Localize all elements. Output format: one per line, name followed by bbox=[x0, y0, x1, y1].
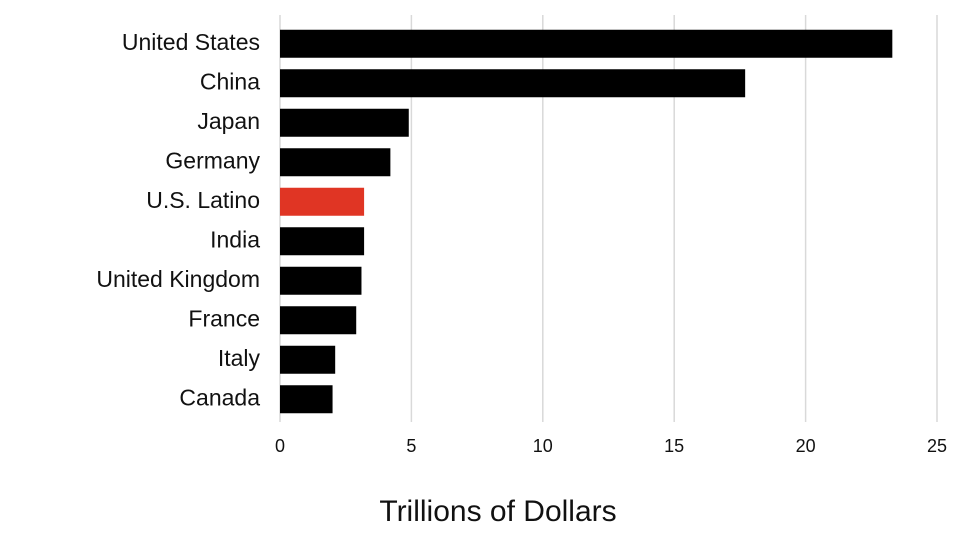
x-tick-label: 25 bbox=[927, 436, 947, 456]
x-tick-label: 20 bbox=[796, 436, 816, 456]
y-tick-label: India bbox=[210, 226, 260, 252]
x-tick-label: 0 bbox=[275, 436, 285, 456]
bar bbox=[280, 227, 365, 256]
y-tick-label: United Kingdom bbox=[96, 266, 260, 292]
bar bbox=[280, 345, 336, 374]
y-tick-label: Italy bbox=[218, 345, 261, 371]
bar bbox=[280, 148, 391, 177]
bar bbox=[280, 69, 746, 98]
y-tick-label: France bbox=[188, 305, 260, 331]
x-axis-title: Trillions of Dollars bbox=[379, 495, 616, 528]
bar bbox=[280, 29, 893, 58]
bar bbox=[280, 266, 362, 295]
y-tick-label: China bbox=[200, 68, 260, 94]
bar bbox=[280, 108, 409, 137]
x-tick-label: 15 bbox=[664, 436, 684, 456]
x-tick-label: 5 bbox=[406, 436, 416, 456]
y-tick-label: U.S. Latino bbox=[146, 187, 260, 213]
y-tick-label: Canada bbox=[179, 384, 260, 410]
y-tick-label: Japan bbox=[197, 108, 260, 134]
bar bbox=[280, 187, 365, 216]
x-tick-label: 10 bbox=[533, 436, 553, 456]
y-tick-label: United States bbox=[122, 29, 260, 55]
bar bbox=[280, 385, 333, 414]
bar bbox=[280, 306, 357, 335]
y-tick-label: Germany bbox=[165, 147, 260, 173]
